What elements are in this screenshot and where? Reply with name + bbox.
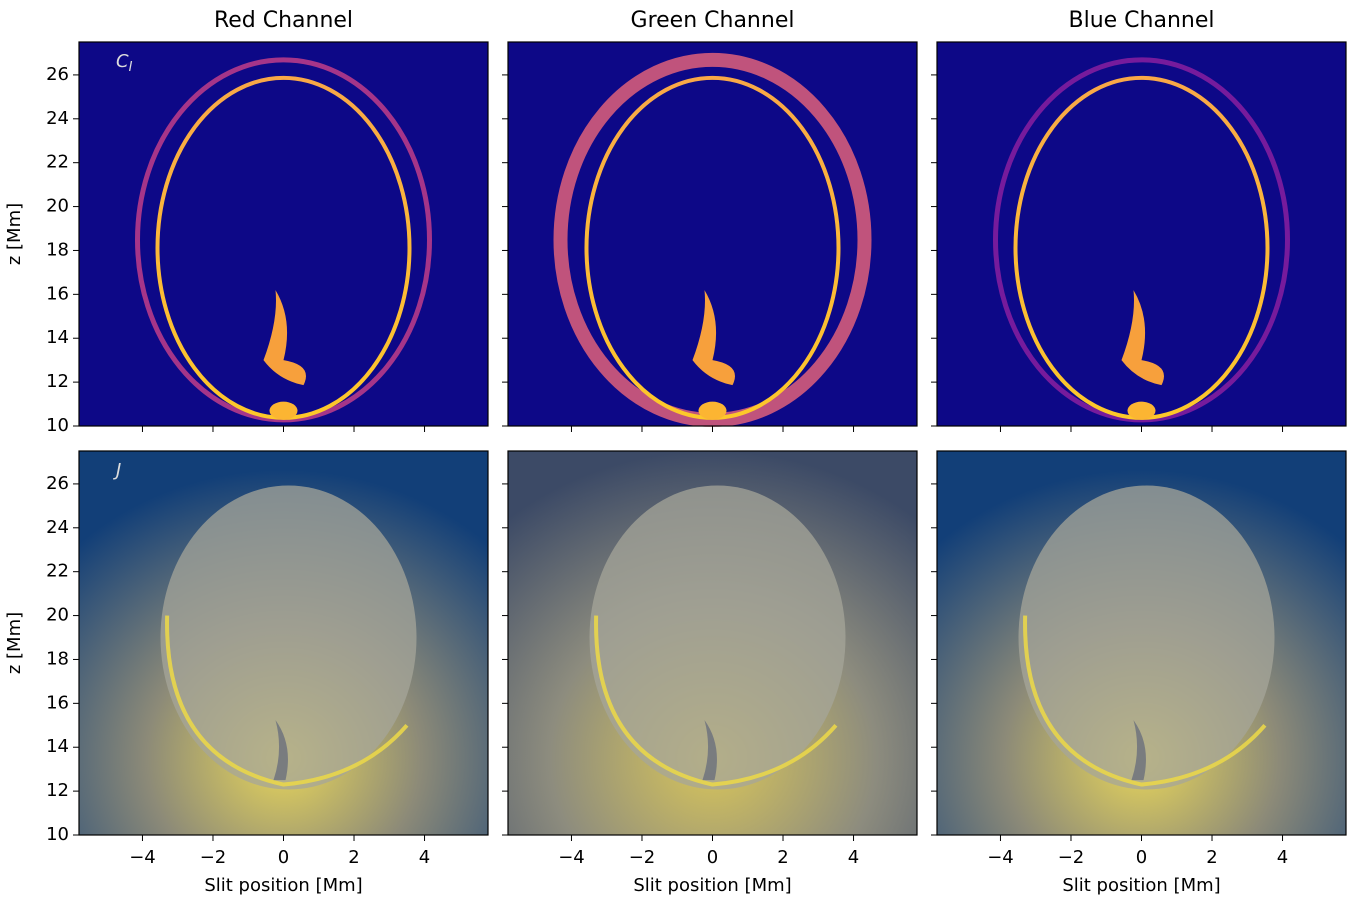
image-bubble — [1019, 486, 1275, 790]
panel — [937, 451, 1346, 835]
y-tick-label: 16 — [46, 283, 69, 304]
y-tick-label: 20 — [46, 196, 69, 217]
y-tick-label: 10 — [46, 415, 69, 436]
x-tick-label: 2 — [348, 847, 359, 868]
y-tick-label: 16 — [46, 692, 69, 713]
x-tick-label: −2 — [200, 847, 227, 868]
x-tick-label: 0 — [278, 847, 289, 868]
y-tick-label: 18 — [46, 648, 69, 669]
image-bubble — [161, 486, 417, 790]
y-tick-label: 26 — [46, 473, 69, 494]
x-tick-label: 2 — [1206, 847, 1217, 868]
y-tick-label: 22 — [46, 152, 69, 173]
panel-title: Red Channel — [214, 8, 353, 33]
x-axis-label: Slit position [Mm] — [633, 875, 791, 896]
panel — [508, 451, 917, 835]
x-tick-label: −4 — [558, 847, 585, 868]
image-blob — [699, 402, 727, 420]
x-axis-label: Slit position [Mm] — [1062, 875, 1220, 896]
panel — [79, 42, 488, 426]
y-tick-label: 26 — [46, 64, 69, 85]
y-tick-label: 10 — [46, 824, 69, 845]
x-tick-label: 4 — [419, 847, 430, 868]
x-tick-label: 4 — [848, 847, 859, 868]
x-tick-label: −4 — [129, 847, 156, 868]
image-blob — [1128, 402, 1156, 420]
y-tick-label: 14 — [46, 736, 69, 757]
y-axis-label: z [Mm] — [4, 612, 25, 674]
panel — [937, 42, 1346, 426]
y-axis-label: z [Mm] — [4, 203, 25, 265]
x-tick-label: 0 — [707, 847, 718, 868]
y-tick-label: 12 — [46, 371, 69, 392]
y-tick-label: 18 — [46, 239, 69, 260]
image-blob — [270, 402, 298, 420]
y-tick-label: 20 — [46, 605, 69, 626]
x-tick-label: 4 — [1277, 847, 1288, 868]
y-tick-label: 12 — [46, 780, 69, 801]
x-tick-label: −2 — [629, 847, 656, 868]
x-tick-label: −4 — [987, 847, 1014, 868]
panel-title: Blue Channel — [1069, 8, 1215, 33]
y-tick-label: 22 — [46, 561, 69, 582]
panel-title: Green Channel — [631, 8, 795, 33]
x-tick-label: −2 — [1058, 847, 1085, 868]
y-tick-label: 24 — [46, 517, 69, 538]
x-tick-label: 2 — [777, 847, 788, 868]
panel-label-sub: I — [129, 60, 133, 75]
y-tick-label: 14 — [46, 327, 69, 348]
figure: 101214161820222426Red Channelz [Mm]CIGre… — [0, 0, 1354, 907]
panel — [79, 451, 488, 835]
y-tick-label: 24 — [46, 108, 69, 129]
x-axis-label: Slit position [Mm] — [204, 875, 362, 896]
x-tick-label: 0 — [1136, 847, 1147, 868]
panel-label-main: C — [116, 51, 129, 72]
panel — [508, 42, 917, 426]
image-bubble — [590, 486, 846, 790]
